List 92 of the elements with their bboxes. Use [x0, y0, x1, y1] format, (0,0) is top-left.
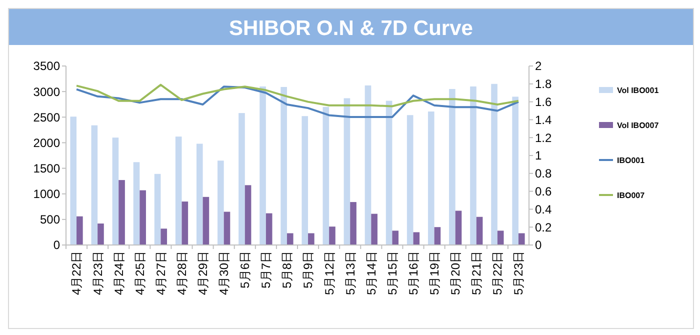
y2-tick-label: 1.4	[535, 112, 552, 127]
y-tick-label: 3500	[33, 59, 60, 74]
x-tick-label: 4月24日	[112, 251, 126, 296]
legend-label: Vol IBO001	[617, 86, 660, 95]
y-tick-label: 1000	[33, 187, 60, 202]
line-series	[76, 84, 520, 108]
bar	[455, 210, 462, 245]
bar	[470, 86, 476, 245]
x-tick-label: 4月28日	[174, 251, 189, 296]
bar	[413, 232, 420, 245]
bar	[112, 138, 119, 245]
bar	[406, 115, 414, 245]
bar	[196, 144, 203, 245]
y2-tick-label: 0.6	[535, 184, 552, 198]
bar	[476, 216, 483, 245]
bar	[512, 96, 518, 245]
bar	[308, 233, 314, 245]
bar	[182, 202, 188, 245]
y2-tick-label: 0.4	[535, 202, 552, 216]
x-tick-label: 5月20日	[448, 251, 463, 296]
bar	[371, 214, 378, 245]
bar	[518, 233, 525, 245]
bar	[286, 233, 294, 245]
y-tick-label: 1500	[33, 161, 60, 176]
x-tick-label: 4月23日	[90, 251, 105, 296]
x-tick-label: 5月8日	[280, 251, 294, 288]
x-tick-label: 5月12日	[322, 251, 336, 296]
bar	[175, 136, 182, 245]
bar	[70, 116, 77, 245]
bar	[322, 106, 330, 245]
x-tick-label: 4月29日	[196, 251, 210, 296]
y2-tick-label: 0.2	[535, 220, 552, 234]
y2-tick-label: 0.8	[535, 166, 552, 181]
x-tick-label: 5月15日	[385, 251, 400, 296]
y2-tick-label: 1.8	[535, 77, 552, 92]
bar	[160, 228, 168, 245]
line-series	[76, 86, 520, 118]
bar	[133, 162, 140, 245]
x-tick-label: 5月14日	[364, 251, 378, 296]
y2-tick-label: 1.2	[535, 130, 552, 145]
x-tick-label: 4月22日	[70, 251, 84, 296]
x-tick-label: 5月16日	[406, 251, 420, 296]
bar	[491, 84, 498, 245]
bar	[434, 227, 441, 245]
bar	[202, 196, 210, 245]
legend-label: Vol IBO007	[617, 120, 660, 130]
bar	[98, 224, 104, 245]
bar	[118, 180, 125, 245]
y2-tick-label: 2	[535, 59, 542, 74]
bar	[218, 160, 224, 245]
bar	[224, 212, 230, 245]
bar	[76, 216, 83, 245]
bar	[449, 89, 456, 245]
y-tick-label: 2500	[33, 110, 60, 124]
chart-title: SHIBOR O.N & 7D Curve	[229, 17, 473, 40]
bar	[91, 125, 98, 245]
bar	[260, 86, 266, 245]
bar	[364, 85, 372, 245]
x-tick-label: 5月7日	[259, 251, 274, 288]
bar	[344, 98, 350, 245]
bar	[280, 86, 287, 245]
y2-tick-label: 1	[535, 148, 542, 163]
bar	[140, 190, 146, 245]
x-tick-label: 5月13日	[343, 251, 358, 296]
y-tick-label: 3000	[33, 84, 60, 99]
x-tick-label: 5月23日	[512, 251, 526, 296]
bar	[386, 100, 392, 245]
y2-tick-label: 1.6	[535, 95, 552, 109]
bar	[154, 174, 161, 245]
x-tick-label: 4月30日	[217, 251, 232, 296]
bar	[497, 230, 504, 245]
x-tick-label: 4月27日	[154, 251, 168, 296]
bar	[244, 185, 252, 245]
x-tick-label: 5月22日	[490, 251, 505, 296]
x-tick-label: 5月21日	[470, 251, 484, 296]
bar	[238, 113, 245, 245]
y2-tick-label: 0	[535, 238, 542, 252]
bar	[329, 226, 336, 245]
bar	[266, 213, 272, 245]
y-tick-label: 500	[40, 212, 60, 227]
x-tick-label: 5月6日	[238, 251, 252, 288]
bar	[392, 230, 399, 245]
x-tick-label: 4月25日	[132, 251, 147, 296]
bar	[428, 112, 434, 245]
x-tick-label: 5月9日	[301, 251, 316, 288]
bar	[350, 202, 356, 245]
legend-label: IBO007	[617, 190, 646, 200]
y-tick-label: 2000	[33, 136, 60, 150]
legend-label: IBO001	[617, 156, 646, 165]
y-tick-label: 0	[53, 238, 60, 252]
x-tick-label: 5月19日	[427, 251, 442, 296]
bar	[302, 116, 308, 245]
